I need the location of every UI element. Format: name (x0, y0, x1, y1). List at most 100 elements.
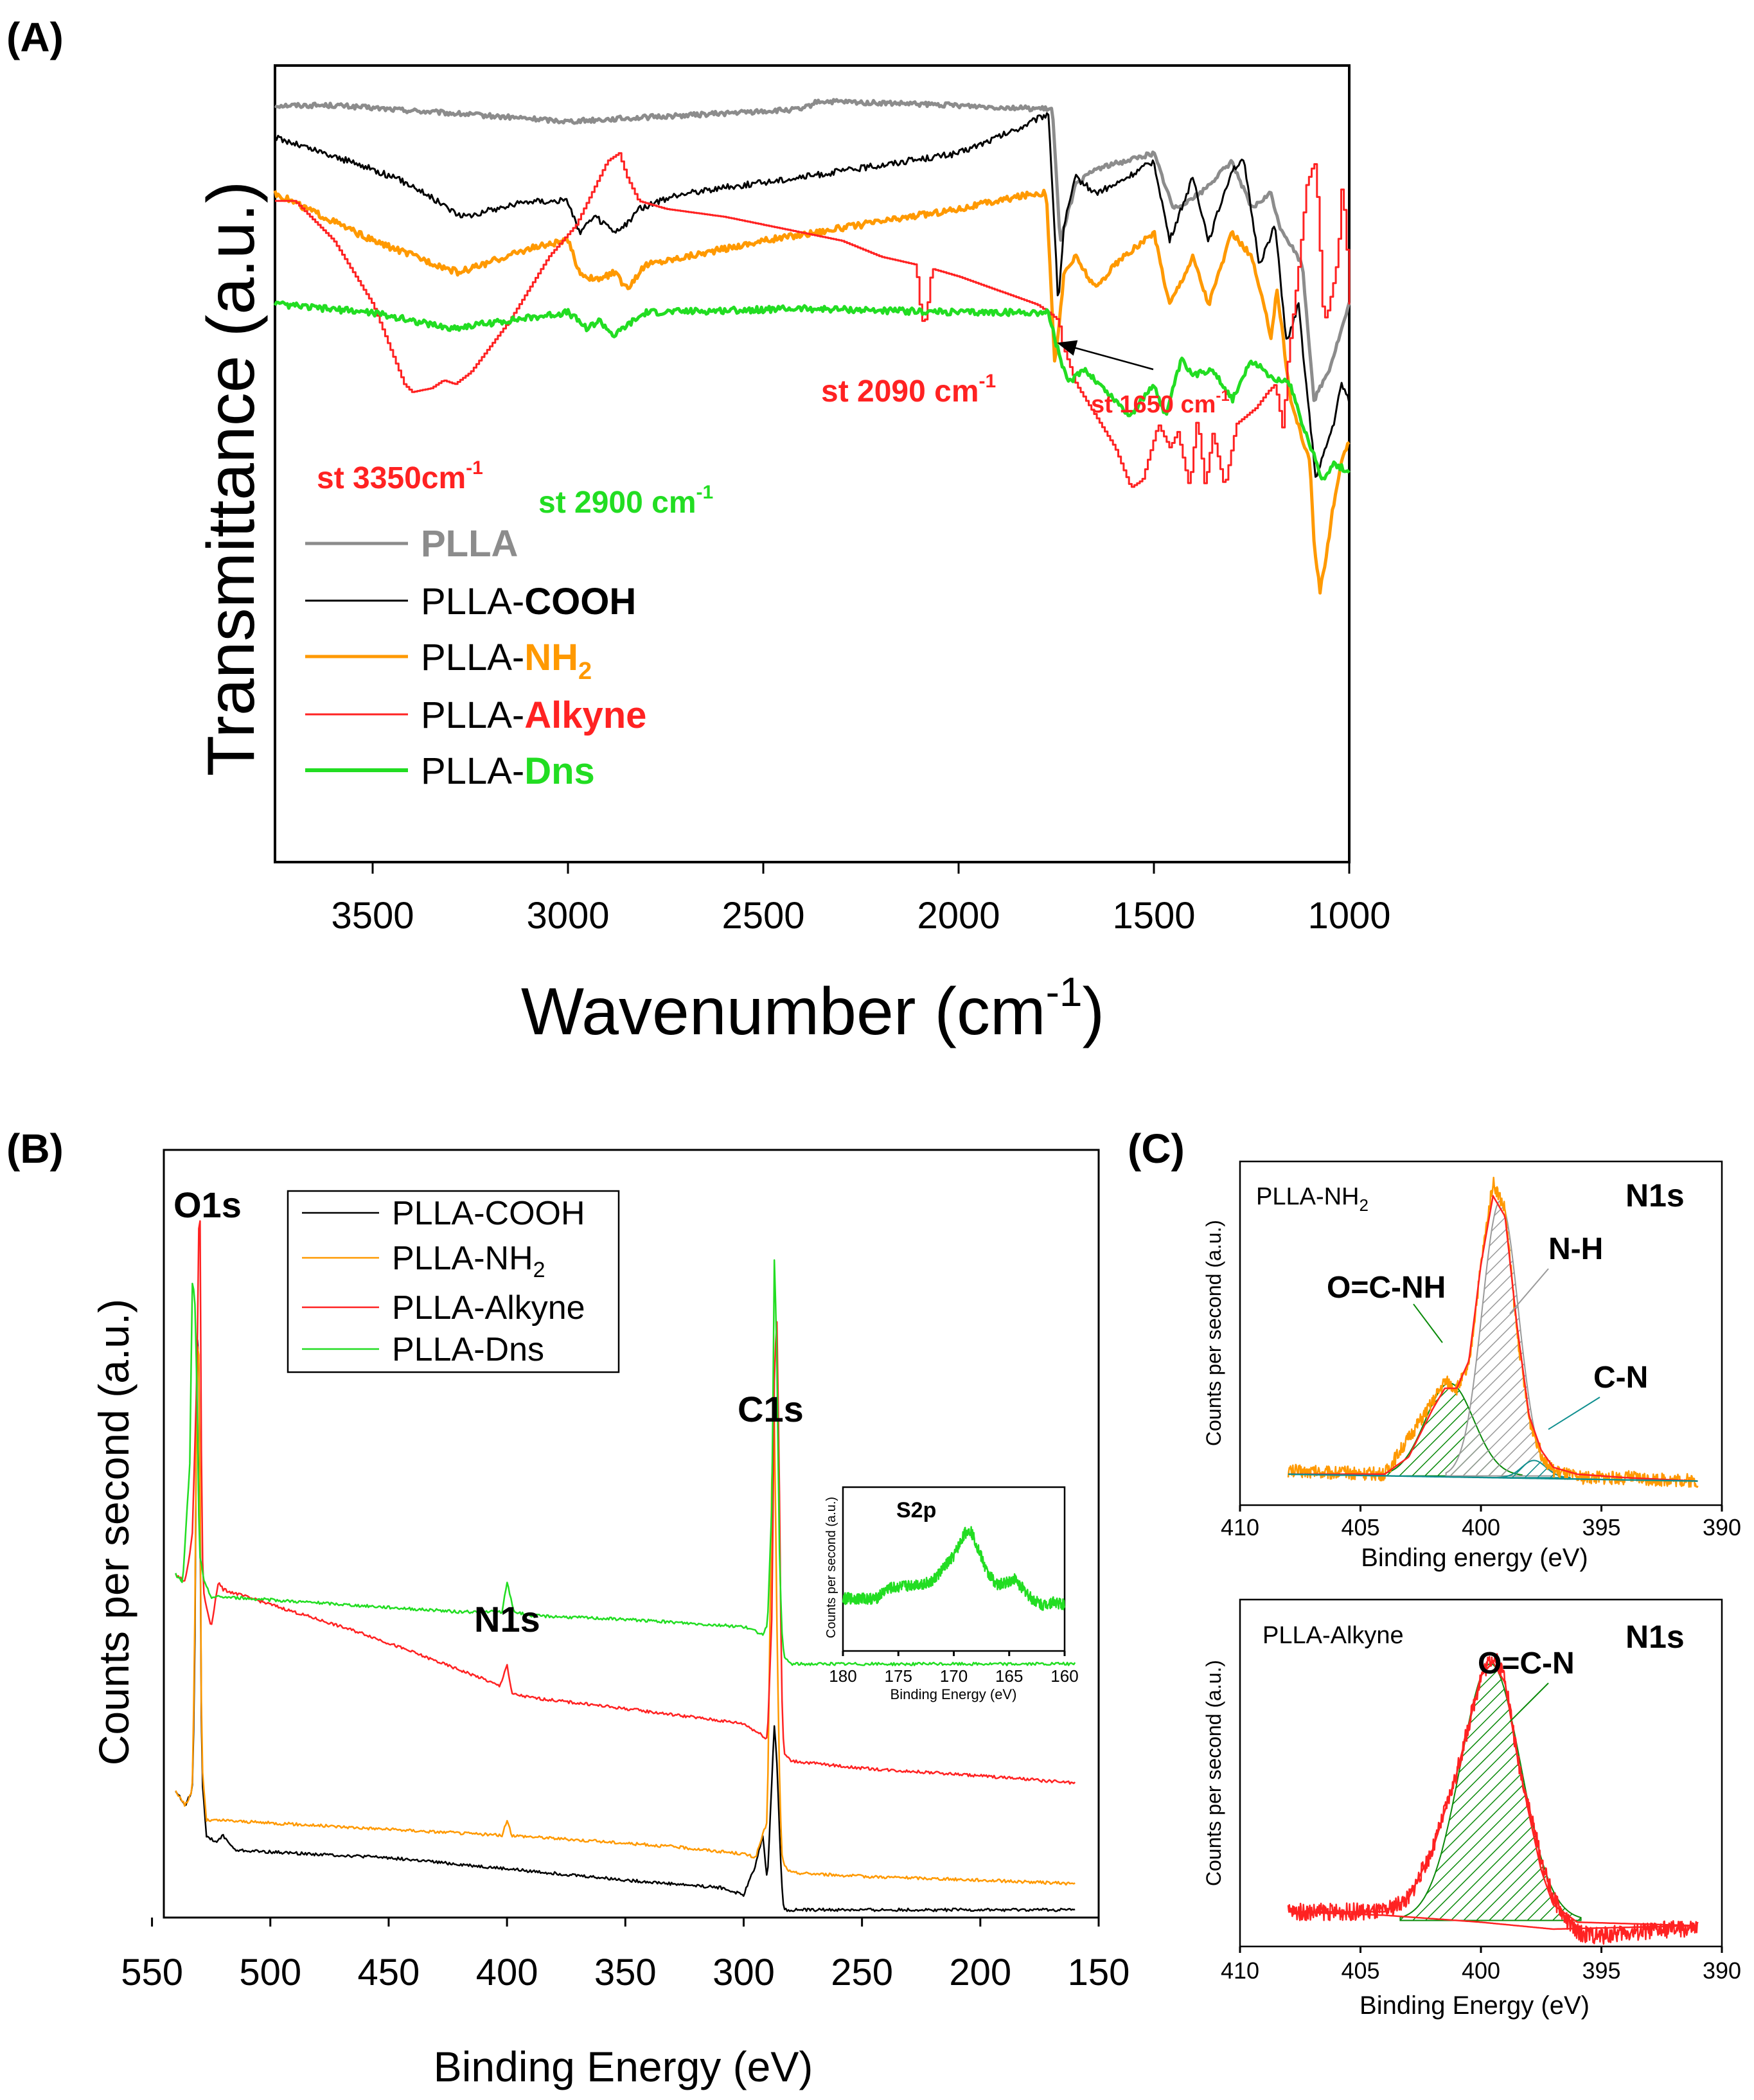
n1s-nh2-y-axis-label: Counts per second (a.u.) (1202, 1220, 1225, 1446)
series-plla-cooh (274, 112, 1351, 478)
series-plla-dns (273, 300, 1351, 481)
x-tick-label: 405 (1341, 1514, 1379, 1540)
x-tick-label: 150 (1068, 1952, 1130, 1993)
leader-c-n (1548, 1397, 1600, 1430)
x-tick-label: 2000 (917, 895, 1000, 937)
s2p-inset-frame (842, 1486, 1066, 1652)
series-fit-envelope (1288, 1661, 1698, 1927)
annotation-st3350: st 3350cm-1 (317, 457, 483, 495)
x-tick-label: 405 (1341, 1957, 1379, 1984)
s2p-x-axis-label: Binding Energy (eV) (890, 1686, 1017, 1702)
annotation-st1650: st 1650 cm-1 (1091, 387, 1230, 418)
survey-legend-box (287, 1190, 620, 1373)
survey-y-axis-label: Counts per second (a.u.) (90, 1299, 137, 1765)
n1s-alkyne-title: N1s (1626, 1619, 1685, 1655)
n1s-alkyne-x-axis-label: Binding Energy (eV) (1360, 1991, 1590, 2020)
x-tick-label: 3500 (331, 895, 414, 937)
panel-b-letter: (B) (6, 1125, 64, 1172)
x-tick-label: 500 (239, 1952, 301, 1993)
s2p-series-layer (842, 1526, 1066, 1611)
peak-label-c1s: C1s (738, 1389, 804, 1429)
x-tick-label: 410 (1221, 1514, 1259, 1540)
component-label-n-h: N-H (1548, 1232, 1603, 1266)
survey-x-axis-label: Binding Energy (eV) (434, 2043, 813, 2090)
x-tick-label: 395 (1582, 1514, 1620, 1540)
n1s-nh2-x-ticks: 410 405 400 395 390 (1221, 1505, 1741, 1540)
series-plla-cooh (175, 1339, 1076, 1912)
n1s-nh2-x-axis-label: Binding energy (eV) (1361, 1544, 1588, 1572)
legend-item-plla-dns: PLLA-Dns (305, 750, 595, 792)
series-baseline (1288, 1473, 1698, 1482)
series-plla (274, 98, 1351, 402)
ftir-x-ticks: 3500 3000 2500 2000 1500 1000 (331, 862, 1391, 937)
annotation-st2090: st 2090 cm-1 (821, 371, 996, 409)
annotation-st2900: st 2900 cm-1 (538, 482, 713, 520)
n1s-alkyne-chart: 410 405 400 395 390 PLLA-Alkyne N1s O=C-N Co… (1202, 1598, 1741, 2020)
n1s-nh2-title: N1s (1626, 1178, 1685, 1213)
component-label-o-c-n: O=C-N (1478, 1646, 1575, 1681)
series-baseline (1288, 1910, 1698, 1930)
panel-a-letter: (A) (6, 14, 64, 60)
n1s-alkyne-y-axis-label: Counts per second (a.u.) (1202, 1660, 1225, 1886)
panel-b: (B) 550 500 450 400 350 300 250 200 150 Counts p… (6, 1125, 1129, 2090)
x-tick-label: 400 (1462, 1957, 1500, 1984)
n1s-alkyne-series-layer (1287, 1653, 1699, 1945)
x-tick-label: 175 (885, 1666, 912, 1686)
x-tick-label: 2500 (722, 895, 804, 937)
x-tick-label: 3000 (526, 895, 609, 937)
n1s-alkyne-x-ticks: 410 405 400 395 390 (1221, 1946, 1741, 1984)
ftir-x-axis-label: Wavenumber (cm-1) (521, 969, 1104, 1049)
leader-o-c-n (1509, 1682, 1549, 1722)
x-tick-label: 390 (1703, 1957, 1741, 1984)
s2p-y-axis-label: Counts per second (a.u.) (824, 1497, 838, 1638)
peak-label-o1s: O1s (173, 1185, 242, 1225)
series-plla-alkyne (275, 152, 1351, 488)
svg-text:PLLA-Dns: PLLA-Dns (392, 1331, 544, 1368)
x-tick-label: 400 (476, 1952, 538, 1993)
survey-legend-item-alkyne: PLLA-Alkyne (302, 1289, 585, 1327)
svg-text:PLLA-Alkyne: PLLA-Alkyne (392, 1289, 585, 1327)
x-tick-label: 395 (1582, 1957, 1620, 1984)
x-tick-label: 250 (831, 1952, 893, 1993)
ftir-y-axis-label: Transmittance (a.u.) (194, 181, 269, 777)
survey-legend-item-nh2: PLLA-NH2 (302, 1240, 545, 1282)
leader-n-h (1509, 1268, 1549, 1314)
series-plla-dns (175, 1259, 1076, 1666)
svg-text:PLLA-Alkyne: PLLA-Alkyne (421, 694, 646, 736)
n1s-nh2-sample-label: PLLA-NH2 (1256, 1183, 1369, 1215)
series-s2p (842, 1526, 1066, 1611)
series-plla-alkyne (175, 1220, 1076, 1785)
ftir-legend: PLLA PLLA-COOH PLLA-NH2 PLLA-Alkyne PLLA… (305, 523, 646, 792)
x-tick-label: 450 (358, 1952, 420, 1993)
n1s-nh2-chart: 410 405 400 395 390 PLLA-NH2 N1s O=C-NH N-H … (1202, 1160, 1741, 1572)
x-tick-label: 300 (713, 1952, 775, 1993)
x-tick-label: 170 (940, 1666, 968, 1686)
svg-text:PLLA-Dns: PLLA-Dns (421, 750, 595, 792)
ftir-series-layer (273, 98, 1351, 595)
panel-a: (A) 3500 3000 2500 2000 1500 1000 Transmittan… (6, 14, 1391, 1049)
component-label-o-c-nh: O=C-NH (1327, 1271, 1446, 1305)
survey-plot-frame (163, 1149, 1100, 1919)
svg-text:PLLA: PLLA (421, 523, 518, 565)
legend-item-plla: PLLA (305, 523, 518, 565)
n1s-alkyne-sample-label: PLLA-Alkyne (1262, 1622, 1404, 1649)
svg-text:PLLA-NH2: PLLA-NH2 (392, 1240, 545, 1282)
x-tick-label: 410 (1221, 1957, 1259, 1984)
survey-x-ticks: 550 500 450 400 350 300 250 200 150 (121, 1918, 1129, 1993)
legend-item-plla-cooh: PLLA-COOH (305, 581, 636, 622)
panel-c: (C) 410 405 400 395 390 PLLA-NH2 N1s O=C-NH … (1128, 1125, 1741, 2020)
x-tick-label: 390 (1703, 1514, 1741, 1540)
survey-series-layer (175, 1220, 1076, 1912)
series-envelope (1288, 1195, 1698, 1482)
svg-text:PLLA-COOH: PLLA-COOH (392, 1195, 585, 1232)
s2p-title: S2p (896, 1498, 936, 1522)
legend-item-plla-nh2: PLLA-NH2 (305, 637, 592, 685)
x-tick-label: 1500 (1112, 895, 1195, 937)
series-plla-nh2 (175, 1345, 1076, 1886)
svg-text:PLLA-NH2: PLLA-NH2 (421, 637, 592, 685)
legend-item-plla-alkyne: PLLA-Alkyne (305, 694, 646, 736)
survey-legend-item-cooh: PLLA-COOH (302, 1195, 585, 1232)
annotation-arrow (1057, 340, 1154, 371)
s2p-inset: 180 175 170 165 160 S2p Counts per second (a… (824, 1486, 1079, 1702)
